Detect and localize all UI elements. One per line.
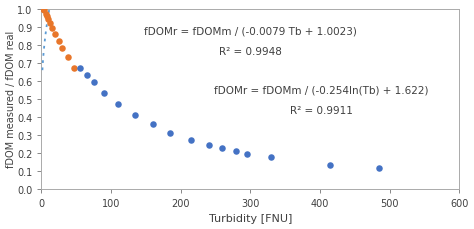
Point — [132, 114, 139, 117]
Point — [45, 19, 52, 22]
Point — [46, 22, 54, 26]
Point — [90, 81, 97, 85]
Text: fDOMr = fDOMm / (-0.0079 Tb + 1.0023): fDOMr = fDOMm / (-0.0079 Tb + 1.0023) — [144, 26, 357, 36]
Point — [70, 67, 78, 71]
X-axis label: Turbidity [FNU]: Turbidity [FNU] — [209, 213, 292, 224]
Point — [233, 150, 240, 153]
Point — [100, 92, 108, 96]
Point — [49, 27, 56, 31]
Point — [39, 8, 46, 11]
Y-axis label: fDOM measured / fDOM real: fDOM measured / fDOM real — [6, 31, 16, 168]
Point — [83, 74, 91, 78]
Text: fDOMr = fDOMm / (-0.254ln(Tb) + 1.622): fDOMr = fDOMm / (-0.254ln(Tb) + 1.622) — [214, 85, 428, 95]
Point — [55, 40, 63, 44]
Point — [43, 15, 51, 19]
Point — [219, 147, 226, 150]
Point — [52, 33, 59, 36]
Point — [64, 56, 72, 60]
Point — [187, 139, 195, 142]
Point — [114, 103, 122, 106]
Point — [149, 123, 156, 126]
Text: R² = 0.9911: R² = 0.9911 — [290, 106, 353, 116]
Point — [40, 9, 48, 13]
Point — [375, 166, 383, 170]
Point — [205, 143, 212, 147]
Point — [76, 67, 83, 71]
Text: R² = 0.9948: R² = 0.9948 — [219, 47, 282, 57]
Point — [267, 156, 275, 159]
Point — [58, 47, 66, 51]
Point — [166, 131, 174, 135]
Point — [327, 163, 334, 167]
Point — [42, 13, 49, 17]
Point — [243, 152, 251, 156]
